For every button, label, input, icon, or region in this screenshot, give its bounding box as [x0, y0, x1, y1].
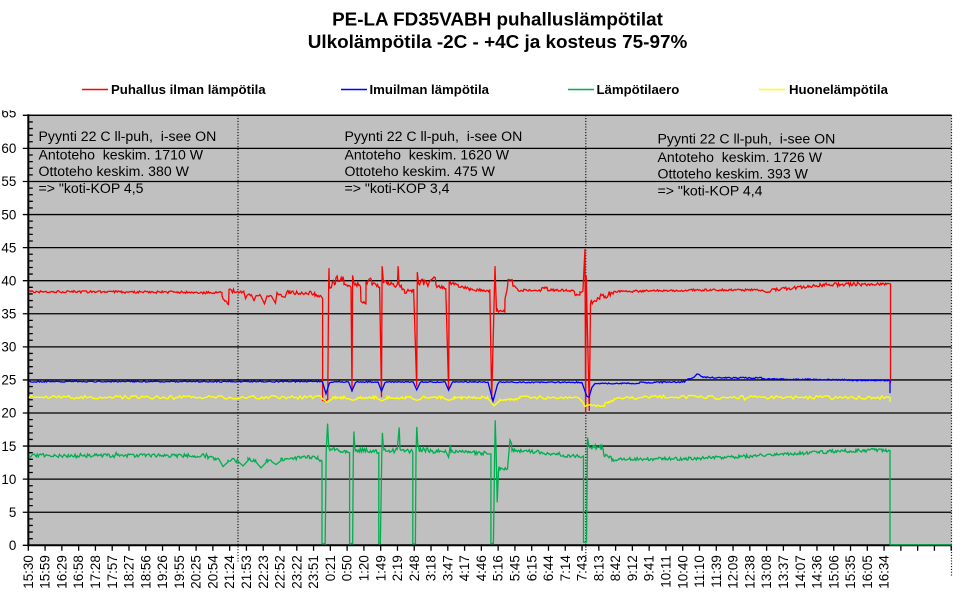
svg-text:4:17: 4:17 — [457, 555, 472, 581]
svg-text:1:20: 1:20 — [357, 555, 372, 581]
svg-text:22:52: 22:52 — [273, 555, 288, 589]
svg-text:55: 55 — [1, 174, 16, 189]
svg-text:0:50: 0:50 — [340, 555, 355, 581]
svg-text:23:22: 23:22 — [289, 555, 304, 589]
svg-text:15:59: 15:59 — [38, 555, 53, 589]
svg-text:Antoteho keskim. 1726 W: Antoteho keskim. 1726 W — [658, 149, 823, 165]
svg-text:13:37: 13:37 — [776, 555, 791, 589]
svg-text:20:25: 20:25 — [189, 555, 204, 589]
svg-text:3:18: 3:18 — [424, 555, 439, 581]
svg-text:9:12: 9:12 — [625, 555, 640, 581]
svg-text:Ottoteho keskim. 475 W: Ottoteho keskim. 475 W — [345, 163, 496, 179]
svg-text:16:05: 16:05 — [860, 555, 875, 589]
svg-text:12:38: 12:38 — [742, 555, 757, 589]
svg-text:10:11: 10:11 — [659, 555, 674, 588]
svg-text:Ulkolämpötila -2C - +4C ja kos: Ulkolämpötila -2C - +4C ja kosteus 75-97… — [308, 32, 688, 53]
svg-text:5: 5 — [9, 505, 16, 520]
svg-text:15:30: 15:30 — [21, 555, 36, 589]
svg-text:9:41: 9:41 — [642, 555, 657, 581]
svg-text:10:40: 10:40 — [675, 555, 690, 589]
svg-text:6:44: 6:44 — [541, 555, 556, 582]
svg-text:15:06: 15:06 — [826, 555, 841, 589]
svg-text:16:34: 16:34 — [877, 555, 892, 589]
svg-text:Ottoteho keskim. 393 W: Ottoteho keskim. 393 W — [658, 166, 809, 182]
svg-text:11:10: 11:10 — [692, 555, 707, 588]
svg-text:Antoteho keskim. 1620 W: Antoteho keskim. 1620 W — [345, 146, 510, 162]
svg-text:12:09: 12:09 — [726, 555, 741, 589]
svg-text:=> "koti-KOP 4,5: => "koti-KOP 4,5 — [39, 180, 144, 196]
svg-text:50: 50 — [1, 207, 16, 222]
svg-text:17:57: 17:57 — [105, 555, 120, 589]
svg-text:16:29: 16:29 — [54, 555, 69, 589]
svg-text:60: 60 — [1, 141, 16, 156]
svg-text:3:47: 3:47 — [440, 555, 455, 581]
svg-text:45: 45 — [1, 240, 16, 255]
svg-text:4:46: 4:46 — [474, 555, 489, 581]
svg-text:20:54: 20:54 — [205, 555, 220, 589]
svg-text:17:28: 17:28 — [88, 555, 103, 589]
svg-text:22:23: 22:23 — [256, 555, 271, 589]
svg-text:35: 35 — [1, 306, 16, 321]
svg-text:Pyynti 22 C ll-puh, i-see ON: Pyynti 22 C ll-puh, i-see ON — [345, 128, 523, 144]
svg-text:=> "koti-KOP 4,4: => "koti-KOP 4,4 — [658, 182, 763, 198]
svg-text:0: 0 — [9, 538, 16, 553]
svg-text:0:21: 0:21 — [323, 555, 338, 581]
svg-text:15:35: 15:35 — [843, 555, 858, 589]
svg-text:30: 30 — [1, 340, 16, 355]
svg-text:PE-LA FD35VABH puhalluslämpöti: PE-LA FD35VABH puhalluslämpötilat — [332, 9, 664, 30]
svg-text:18:27: 18:27 — [122, 555, 137, 589]
svg-text:8:13: 8:13 — [591, 555, 606, 581]
svg-text:7:14: 7:14 — [558, 555, 573, 582]
svg-text:Antoteho keskim. 1710 W: Antoteho keskim. 1710 W — [39, 146, 204, 162]
svg-text:25: 25 — [1, 373, 16, 388]
svg-text:21:24: 21:24 — [222, 555, 237, 589]
svg-text:8:42: 8:42 — [608, 555, 623, 581]
svg-text:2:19: 2:19 — [390, 555, 405, 581]
svg-text:19:26: 19:26 — [155, 555, 170, 589]
svg-text:14:07: 14:07 — [793, 555, 808, 589]
svg-text:11:39: 11:39 — [709, 555, 724, 588]
svg-text:20: 20 — [1, 406, 16, 421]
svg-text:5:45: 5:45 — [508, 555, 523, 581]
svg-text:Puhallus ilman lämpötila: Puhallus ilman lämpötila — [111, 82, 266, 97]
svg-text:7:43: 7:43 — [575, 555, 590, 581]
svg-text:13:08: 13:08 — [759, 555, 774, 589]
svg-text:21:53: 21:53 — [239, 555, 254, 589]
svg-text:40: 40 — [1, 273, 16, 288]
svg-text:1:49: 1:49 — [373, 555, 388, 581]
svg-text:15: 15 — [1, 439, 16, 454]
svg-text:5:16: 5:16 — [491, 555, 506, 581]
svg-text:19:55: 19:55 — [172, 555, 187, 589]
svg-text:10: 10 — [1, 472, 16, 487]
svg-text:Pyynti 22 C ll-puh, i-see ON: Pyynti 22 C ll-puh, i-see ON — [39, 128, 217, 144]
svg-text:14:36: 14:36 — [810, 555, 825, 589]
svg-text:Imuilman lämpötila: Imuilman lämpötila — [370, 82, 490, 97]
svg-text:Huonelämpötila: Huonelämpötila — [789, 82, 889, 97]
svg-text:Pyynti 22 C ll-puh, i-see ON: Pyynti 22 C ll-puh, i-see ON — [658, 131, 836, 147]
svg-text:6:15: 6:15 — [524, 555, 539, 581]
svg-text:Ottoteho keskim. 380 W: Ottoteho keskim. 380 W — [39, 163, 190, 179]
svg-text:23:51: 23:51 — [306, 555, 321, 589]
svg-text:2:48: 2:48 — [407, 555, 422, 581]
svg-text:18:56: 18:56 — [138, 555, 153, 589]
svg-text:Lämpötilaero: Lämpötilaero — [597, 82, 680, 97]
svg-text:16:58: 16:58 — [71, 555, 86, 589]
svg-text:=> "koti-KOP 3,4: => "koti-KOP 3,4 — [345, 180, 450, 196]
